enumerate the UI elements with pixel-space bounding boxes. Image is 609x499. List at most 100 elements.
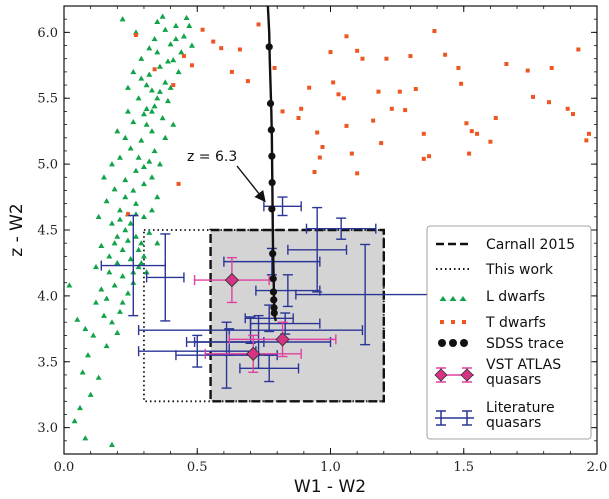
vst-quasar-point [204, 334, 302, 374]
literature-quasar-point [255, 274, 321, 308]
l-dwarf-point [114, 329, 121, 335]
l-dwarf-point [95, 374, 102, 380]
l-dwarf-point [122, 134, 129, 140]
t-dwarf-point [272, 65, 277, 70]
l-dwarf-point [122, 194, 129, 200]
t-dwarf-point [189, 63, 194, 68]
l-dwarf-point [154, 49, 161, 55]
x-tick-label: 2.0 [587, 460, 608, 475]
l-dwarf-point [135, 246, 142, 252]
l-dwarf-point [170, 121, 177, 127]
legend-sdss-marker [460, 339, 468, 347]
literature-quasar-point [239, 354, 300, 383]
l-dwarf-point [154, 18, 161, 25]
y-axis: 3.0 3.5 4.0 4.5 5.0 5.5 6.0 [37, 5, 597, 442]
l-dwarf-point [140, 180, 147, 187]
x-tick-label: 0.5 [187, 460, 208, 475]
l-dwarf-point [66, 282, 73, 288]
l-dwarf-point [127, 145, 134, 151]
l-dwarf-point [100, 312, 107, 318]
l-dwarf-point [138, 55, 145, 61]
l-dwarf-point [146, 229, 153, 235]
l-dwarf-point [116, 216, 123, 222]
l-dwarf-point [127, 255, 134, 262]
literature-quasar-point [100, 214, 166, 317]
l-dwarf-point [92, 263, 99, 270]
l-dwarf-point [124, 84, 131, 90]
legend-ldwarf-marker [449, 296, 457, 301]
t-dwarf-point [341, 96, 346, 101]
l-dwarf-point [143, 105, 150, 111]
l-dwarf-point [108, 441, 115, 447]
l-dwarf-point [95, 213, 102, 220]
l-dwarf-point [162, 26, 169, 32]
legend-literature-label: Literature quasars [486, 400, 555, 431]
l-dwarf-point [151, 147, 158, 154]
l-dwarf-point [127, 220, 134, 226]
y-tick-label: 4.5 [37, 224, 58, 239]
sdss-trace-point [267, 126, 275, 134]
l-dwarf-point [119, 246, 126, 252]
t-dwarf-point [376, 89, 381, 94]
literature-quasar-point [263, 196, 302, 217]
carnall-2015-region-fill [210, 230, 384, 402]
t-dwarf-point [176, 181, 181, 186]
l-dwarf-point [82, 435, 89, 441]
l-dwarf-point [132, 167, 139, 173]
t-dwarf-point [219, 46, 224, 51]
t-dwarf-point [427, 154, 432, 159]
t-dwarf-point [200, 27, 205, 32]
t-dwarf-point [245, 79, 250, 84]
legend-literature-marker [435, 410, 474, 426]
t-dwarf-point [469, 129, 474, 134]
t-dwarf-point [443, 52, 448, 57]
l-dwarf-point [76, 404, 83, 411]
t-dwarf-point [229, 69, 234, 74]
l-dwarf-point [116, 154, 123, 160]
l-dwarf-point [146, 71, 153, 77]
l-dwarf-point [108, 220, 115, 226]
sdss-trace-point [268, 205, 276, 213]
l-dwarf-point [79, 369, 86, 375]
l-dwarf-point [138, 259, 145, 266]
t-dwarf-point [125, 212, 130, 217]
this-work-region [143, 229, 385, 403]
t-dwarf-point [525, 68, 530, 73]
legend-sdss-marker [449, 339, 457, 347]
t-dwarf-point [467, 151, 472, 156]
l-dwarf-point [116, 308, 123, 314]
l-dwarf-point [183, 14, 190, 21]
t-dwarf-point [344, 123, 349, 128]
l-dwarf-point [98, 286, 105, 292]
x-tick-label: 1.5 [453, 460, 474, 475]
l-dwarf-point [140, 253, 147, 259]
t-dwarf-point [565, 106, 570, 111]
sdss-trace-point [266, 99, 275, 108]
t-dwarf-point [280, 109, 285, 114]
l-dwarf-point [151, 103, 158, 109]
t-dwarf-point [576, 47, 581, 52]
t-dwarf-point [355, 48, 360, 53]
l-dwarf-point [143, 121, 150, 127]
y-tick-label: 5.0 [37, 158, 58, 173]
legend-tdwarf-label: T dwarfs [485, 315, 546, 331]
sdss-trace-point [269, 288, 278, 296]
t-dwarf-point [432, 29, 437, 34]
l-dwarf-point [178, 49, 185, 55]
legend-sdss-label: SDSS trace [486, 336, 564, 352]
t-dwarf-point [349, 151, 354, 156]
plot-area [66, 6, 592, 447]
l-dwarf-point [124, 290, 131, 296]
x-tick-label: 0.0 [54, 460, 75, 475]
l-dwarf-point [114, 259, 121, 266]
l-dwarf-point [162, 134, 169, 140]
l-dwarf-point [172, 22, 179, 28]
l-dwarf-point [164, 58, 171, 64]
l-dwarf-point [148, 128, 155, 134]
l-dwarf-point [162, 79, 169, 85]
l-dwarf-point [122, 176, 129, 183]
annotation-arrow [236, 165, 266, 203]
l-dwarf-point [122, 227, 129, 233]
t-dwarf-point [413, 87, 418, 92]
l-dwarf-point [156, 63, 163, 69]
